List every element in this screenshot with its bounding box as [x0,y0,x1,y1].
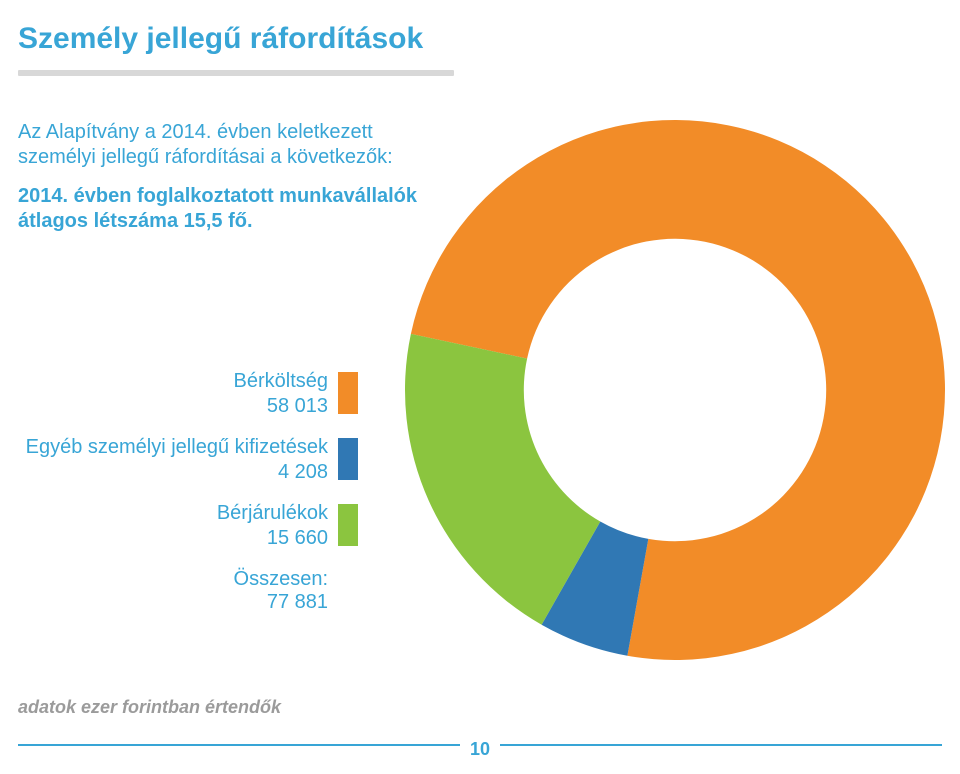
legend-value: 58 013 [234,395,329,418]
legend-item: Bérköltség 58 013 [18,370,358,418]
legend-value: 15 660 [217,527,328,550]
title-block: Személy jellegű ráfordítások [18,22,454,76]
page-number: 10 [460,739,500,760]
legend-swatch [338,372,358,414]
legend: Bérköltség 58 013 Egyéb személyi jellegű… [18,370,358,614]
footnote: adatok ezer forintban értendők [18,697,281,718]
donut-chart [395,110,955,670]
legend-label: Bérköltség [234,370,329,393]
page-title: Személy jellegű ráfordítások [18,22,454,56]
legend-item: Egyéb személyi jellegű kifizetések 4 208 [18,436,358,484]
legend-label: Bérjárulékok [217,502,328,525]
legend-total-value: 77 881 [18,591,328,614]
legend-item: Bérjárulékok 15 660 [18,502,358,550]
title-underline-shadow [18,70,454,76]
legend-total-label: Összesen: [18,568,328,591]
donut-svg [395,110,955,670]
legend-total: Összesen: 77 881 [18,568,328,614]
legend-value: 4 208 [26,461,328,484]
intro-text: Az Alapítvány a 2014. évben keletkezett … [18,120,448,234]
intro-line-1: Az Alapítvány a 2014. évben keletkezett … [18,120,448,170]
legend-swatch [338,438,358,480]
legend-label: Egyéb személyi jellegű kifizetések [26,436,328,459]
intro-line-2: 2014. évben foglalkoztatott munkavállaló… [18,184,448,234]
legend-swatch [338,504,358,546]
